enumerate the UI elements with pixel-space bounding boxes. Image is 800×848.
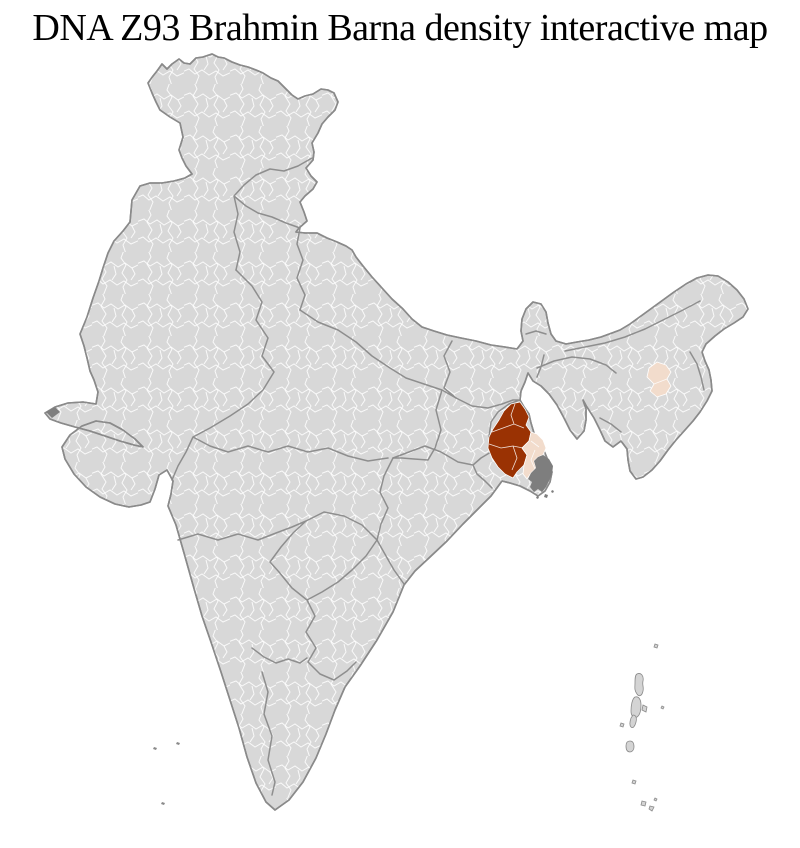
page-title: DNA Z93 Brahmin Barna density interactiv…	[32, 7, 768, 49]
district-borders-low-density	[530, 440, 540, 470]
district-low-density-assam[interactable]	[646, 361, 672, 398]
india-landmass[interactable]	[44, 53, 749, 811]
sundarbans-delta[interactable]	[528, 455, 554, 499]
district-mesh	[45, 54, 748, 810]
kutch-gray-patch	[46, 407, 60, 418]
lakshadweep-islands	[153, 742, 180, 805]
coastline	[44, 53, 749, 811]
district-cluster-high-density[interactable]	[487, 401, 532, 479]
state-boundaries	[171, 157, 705, 796]
district-high-density[interactable]	[487, 401, 532, 479]
andaman-nicobar-islands[interactable]	[619, 643, 665, 812]
district-borders-high-density	[488, 403, 525, 471]
